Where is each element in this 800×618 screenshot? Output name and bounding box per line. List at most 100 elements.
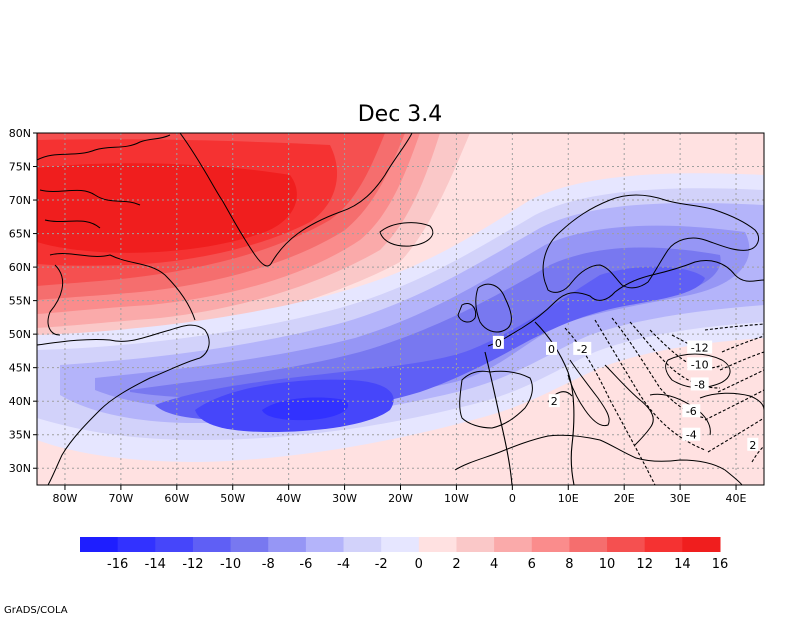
graticule <box>37 133 764 485</box>
lon-tick-label: 20W <box>388 492 413 505</box>
lat-tick-label: 40N <box>9 395 31 408</box>
colorbar-label: -10 <box>220 557 241 572</box>
contour-label: -4 <box>686 429 697 442</box>
negative-anomaly-region <box>37 173 764 462</box>
colorbar-label: -4 <box>337 557 350 572</box>
colorbar-swatch <box>192 537 232 552</box>
lat-tick-label: 30N <box>9 462 31 475</box>
coastlines <box>37 133 764 485</box>
colorbar-swatch <box>117 537 156 552</box>
contour-label-bg <box>747 437 759 451</box>
map-title: Dec 3.4 <box>358 102 443 127</box>
negative-contour-lines <box>564 317 764 485</box>
colorbar-swatch <box>644 537 683 552</box>
contour-label: -10 <box>691 358 709 371</box>
contour-east-5 <box>704 389 764 421</box>
scandinavia-coast <box>542 194 759 293</box>
colorbar-swatch <box>381 537 420 552</box>
lon-tick-label: 60W <box>164 492 189 505</box>
colorbar-label: 12 <box>636 557 653 572</box>
colorbar-swatch <box>268 537 307 552</box>
lon-tick-label: 80W <box>53 492 78 505</box>
british-isles-coast <box>457 283 512 333</box>
contour-label-bg <box>492 335 504 349</box>
contour-east-1 <box>704 323 764 331</box>
colorbar-swatch <box>456 537 495 552</box>
contour-neg8 <box>629 321 721 389</box>
colorbar-label: 10 <box>599 557 616 572</box>
hudson-bay-coast <box>47 264 64 336</box>
contour-east-2 <box>721 335 764 353</box>
contour-0-west <box>484 351 513 485</box>
axis-ticks: 80W 70W 60W 50W 40W 30W 20W 10W 0 10E 20E 30E 40E 30N… <box>9 127 747 505</box>
contour-neg6 <box>611 317 706 419</box>
map-area: 0 0 -2 2 -12 -10 -8 -6 -4 2 <box>37 133 764 485</box>
lon-tick-label: 40W <box>276 492 301 505</box>
lat-tick-label: 50N <box>9 328 31 341</box>
iceland-coast <box>379 222 434 247</box>
colorbar-label: -6 <box>299 557 312 572</box>
contour-label: -12 <box>691 342 709 355</box>
colorbar-swatch <box>80 537 119 552</box>
colorbar-label: 8 <box>565 557 573 572</box>
africa-coast <box>454 434 743 485</box>
italy-coast <box>567 359 610 427</box>
colorbar-swatch <box>494 537 533 552</box>
lon-tick-label: 10W <box>444 492 469 505</box>
contour-label: -6 <box>686 405 697 418</box>
colorbar-swatch <box>682 537 721 552</box>
greenland-coast <box>179 133 413 267</box>
turkey-coast <box>699 392 764 411</box>
contour-label: 0 <box>495 337 502 350</box>
black-sea-coast <box>665 353 731 389</box>
contour-label-bg <box>548 394 560 408</box>
colorbar: -16 -14 -12 -10 -8 -6 -4 -2 0 2 4 6 8 10 12 14 16 <box>80 537 728 572</box>
lat-tick-label: 80N <box>9 127 31 140</box>
lon-tick-label: 50W <box>220 492 245 505</box>
colorbar-label: -12 <box>182 557 203 572</box>
colorbar-swatch <box>155 537 194 552</box>
contour-label: -8 <box>694 378 705 391</box>
contour-label-bg <box>573 341 592 355</box>
contour-east-4 <box>717 369 764 393</box>
contour-label-bg <box>690 377 709 391</box>
colorbar-label: -14 <box>145 557 166 572</box>
lon-tick-label: 10E <box>558 492 579 505</box>
lat-tick-label: 70N <box>9 194 31 207</box>
contour-east-6 <box>707 417 764 453</box>
colorbar-swatch <box>531 537 570 552</box>
colorbar-swatch <box>305 537 345 552</box>
contour-east-3 <box>719 351 764 371</box>
contour-label-bg <box>545 341 557 355</box>
contour-label-bg <box>687 357 713 371</box>
europe-coast <box>487 260 764 347</box>
contour-label: 2 <box>749 439 756 452</box>
colorbar-swatch <box>418 537 457 552</box>
colorbar-label: 0 <box>415 557 423 572</box>
lon-tick-label: 30W <box>332 492 357 505</box>
lon-tick-label: 0 <box>509 492 516 505</box>
colorbar-swatch <box>343 537 382 552</box>
north-america-coast <box>37 324 210 485</box>
credit-label: GrADS/COLA <box>4 605 68 616</box>
lon-tick-label: 40E <box>726 492 747 505</box>
colorbar-label: 14 <box>674 557 691 572</box>
lat-tick-label: 60N <box>9 261 31 274</box>
colorbar-swatch <box>230 537 269 552</box>
lat-tick-label: 35N <box>9 429 31 442</box>
contour-label-bg <box>682 427 701 441</box>
colorbar-label: -16 <box>107 557 128 572</box>
colorbar-label: 16 <box>712 557 729 572</box>
lon-tick-label: 70W <box>108 492 133 505</box>
arctic-islands-coast <box>37 134 196 321</box>
colorbar-swatch <box>569 537 608 552</box>
colorbar-swatch <box>607 537 646 552</box>
colorbar-label: -2 <box>375 557 388 572</box>
contour-neg4 <box>594 319 706 451</box>
lat-tick-label: 45N <box>9 362 31 375</box>
contour-label: 2 <box>551 395 558 408</box>
lat-tick-label: 65N <box>9 228 31 241</box>
contour-label: -2 <box>577 343 588 356</box>
contour-labels: 0 0 -2 2 -12 -10 -8 -6 -4 2 <box>492 335 759 452</box>
